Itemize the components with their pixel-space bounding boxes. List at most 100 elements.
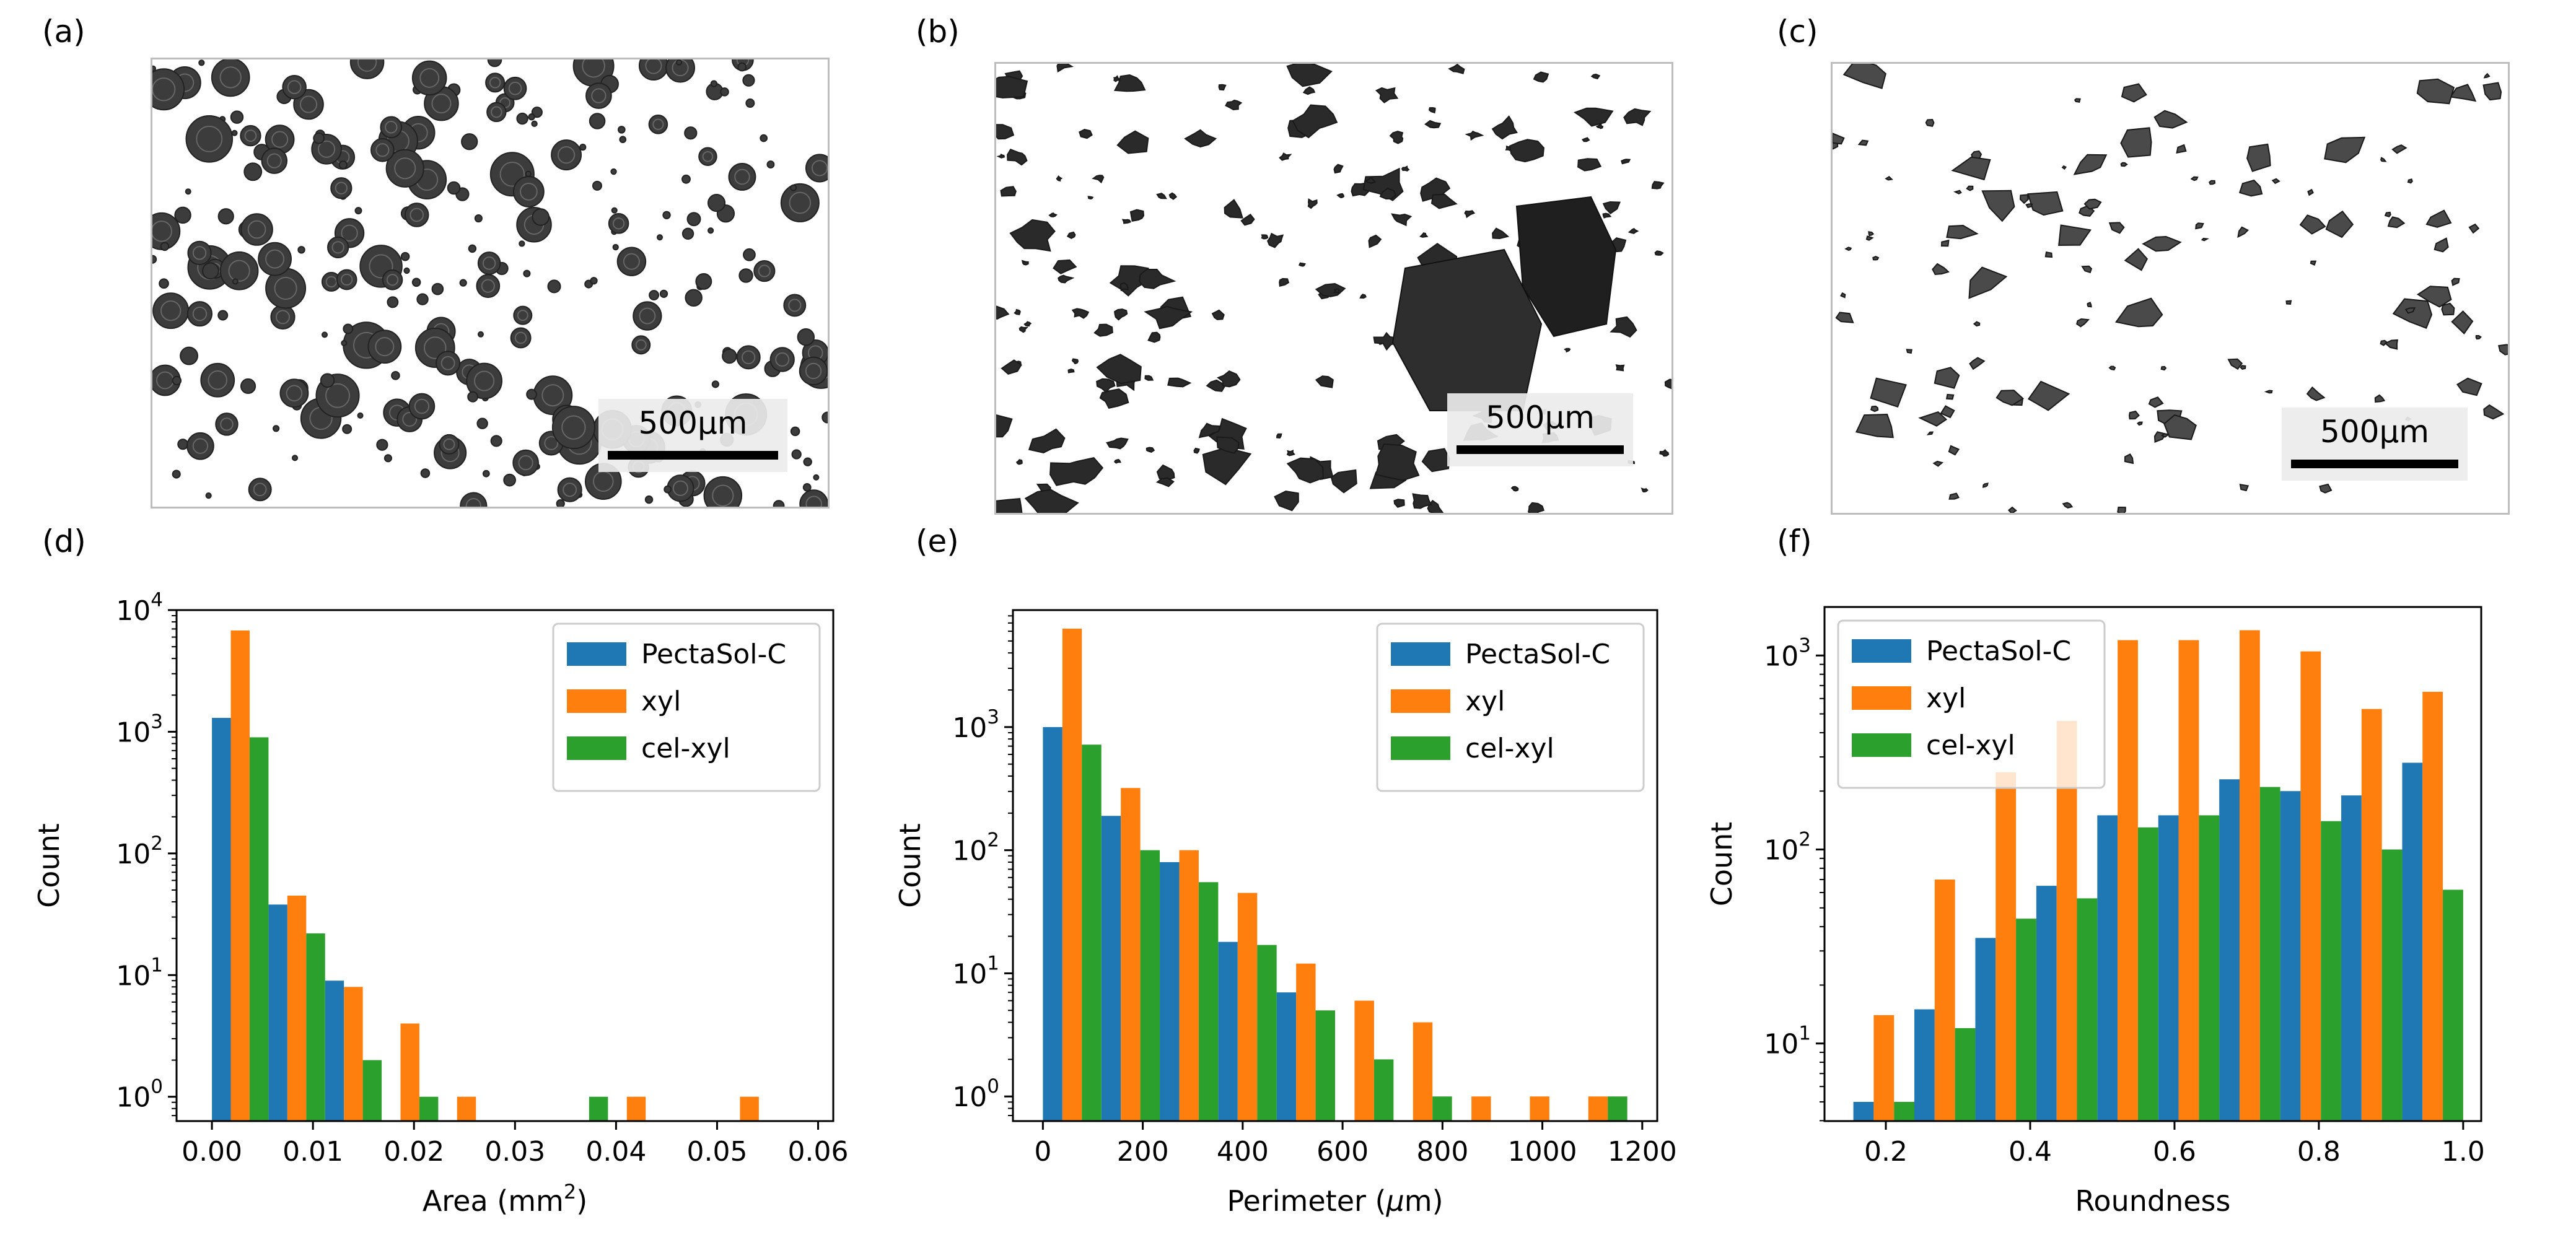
particle [420, 468, 431, 478]
bar-pectasolc-1 [1101, 816, 1121, 1121]
particle-core [541, 384, 564, 407]
x-tick-label: 1200 [1608, 1136, 1677, 1168]
legend-label: cel-xyl [641, 733, 730, 764]
particle [551, 406, 595, 450]
particle [1401, 165, 1410, 172]
particle-core [325, 276, 338, 288]
particle [512, 176, 545, 207]
particle [611, 207, 618, 214]
particle-core [489, 77, 501, 89]
particle [760, 134, 768, 142]
x-tick-label: 0.8 [2297, 1136, 2341, 1168]
particle [1315, 375, 1334, 388]
particles-c [1833, 64, 2508, 513]
y-axis-label: Count [1705, 822, 1738, 907]
bar-xyl-0 [1873, 1015, 1895, 1121]
particle [1113, 74, 1146, 92]
particle [2407, 178, 2413, 184]
particle [1261, 234, 1269, 240]
bar-celxyl-6 [589, 1096, 608, 1121]
particle [232, 278, 239, 285]
x-tick-label: 0.02 [383, 1136, 444, 1168]
particle [1430, 193, 1458, 209]
bar-celxyl-6 [1432, 1096, 1452, 1121]
particle [1330, 469, 1357, 494]
particle [391, 371, 400, 380]
particle-core [652, 118, 664, 130]
particle [1056, 64, 1074, 73]
particle-core [286, 385, 303, 402]
particle [219, 251, 259, 290]
particle [2483, 404, 2505, 420]
particle [1155, 477, 1175, 487]
particle [2108, 222, 2125, 234]
particle [383, 454, 392, 463]
particle [231, 129, 238, 136]
particle [1368, 234, 1382, 248]
particle-core [712, 484, 734, 507]
bar-pectasolc-0 [212, 718, 231, 1121]
particle [376, 439, 388, 451]
particle [240, 378, 256, 395]
particle [1906, 349, 1912, 354]
bar-pectasolc-2 [1160, 862, 1180, 1121]
particle [313, 132, 325, 144]
particle [2416, 78, 2455, 105]
particle [202, 262, 219, 280]
particle [482, 469, 490, 478]
particle [1156, 464, 1175, 481]
particle [1590, 73, 1601, 80]
particle [336, 269, 357, 290]
particle [382, 269, 403, 290]
particle [684, 126, 698, 140]
particle [1023, 321, 1032, 327]
particle [1058, 274, 1075, 284]
particle [510, 327, 532, 349]
particle [783, 294, 807, 317]
particle [230, 110, 244, 124]
particle [2468, 223, 2480, 234]
particle [1464, 210, 1476, 219]
particle [2120, 127, 2152, 158]
particle-core [244, 129, 257, 142]
particle-core [375, 143, 390, 157]
bar-xyl-9 [2422, 691, 2443, 1121]
particle [321, 331, 328, 338]
particle [185, 115, 234, 163]
particle [2163, 414, 2197, 440]
particle [200, 362, 235, 398]
particle [1412, 493, 1432, 509]
particle [370, 138, 395, 162]
particle [1375, 443, 1420, 481]
particle [1009, 219, 1056, 252]
panel-label-c: (c) [1777, 14, 1818, 50]
particle [1926, 431, 1934, 435]
particle [341, 339, 348, 346]
particle [728, 163, 756, 191]
particle [436, 351, 461, 376]
particle [1167, 377, 1192, 388]
y-axis-label: Count [32, 823, 66, 908]
particle [532, 208, 550, 226]
particle [1448, 64, 1465, 74]
particle [447, 181, 461, 195]
particle [996, 76, 1028, 98]
particle [1870, 405, 1879, 413]
particle-core [789, 191, 812, 214]
particle-core [402, 411, 418, 427]
particle [1024, 489, 1079, 513]
bar-celxyl-9 [2443, 889, 2463, 1121]
particle-core [325, 383, 351, 408]
y-tick-label: 102 [1764, 829, 1811, 867]
particle [404, 203, 429, 227]
particle [512, 449, 539, 476]
particle [1184, 129, 1217, 148]
legend-swatch-celxyl [1852, 733, 1911, 757]
particle-core [386, 274, 399, 286]
bar-xyl-9 [740, 1096, 759, 1121]
particle [1114, 308, 1128, 321]
particle [1198, 422, 1221, 439]
particle [579, 144, 587, 151]
panel-label-d: (d) [42, 523, 86, 559]
particle [159, 278, 169, 289]
